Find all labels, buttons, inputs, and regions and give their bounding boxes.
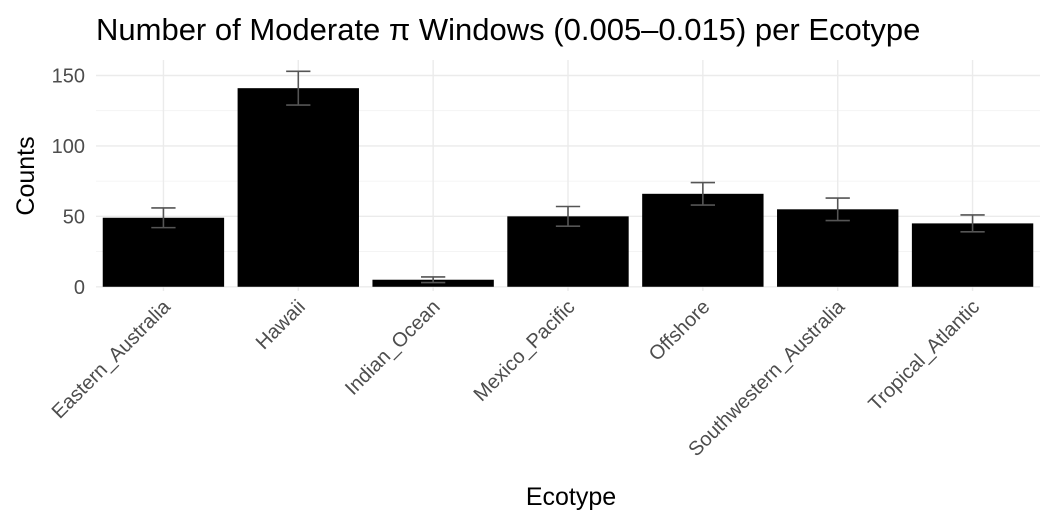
bar-offshore bbox=[642, 193, 764, 287]
chart-title: Number of Moderate π Windows (0.005–0.01… bbox=[96, 12, 920, 47]
error-bar-tropical-atlantic bbox=[960, 214, 985, 233]
error-bar-eastern-australia bbox=[151, 207, 176, 229]
x-tick-label: Offshore bbox=[645, 296, 715, 366]
y-axis-ticks: 0 50 100 150 bbox=[52, 65, 85, 298]
x-tick-label: Mexico_Pacific bbox=[470, 296, 580, 406]
bar-mexico-pacific bbox=[507, 216, 629, 287]
x-tick-label: Indian_Ocean bbox=[341, 296, 445, 400]
bar-hawaii bbox=[237, 88, 359, 287]
bar-southwestern-australia bbox=[777, 209, 899, 287]
error-bar-hawaii bbox=[286, 70, 311, 106]
error-bar-mexico-pacific bbox=[555, 205, 581, 228]
x-tick-label: Tropical_Atlantic bbox=[865, 296, 985, 416]
x-axis-ticks: Eastern_Australia Hawaii Indian_Ocean Mexic… bbox=[48, 295, 984, 461]
y-tick-label: 150 bbox=[52, 65, 85, 87]
bar-eastern-australia bbox=[102, 217, 225, 287]
error-bar-offshore bbox=[690, 181, 715, 206]
bars bbox=[102, 88, 1034, 287]
bar-tropical-atlantic bbox=[911, 223, 1034, 287]
x-tick-label: Eastern_Australia bbox=[48, 295, 176, 423]
y-tick-label: 100 bbox=[52, 136, 85, 158]
error-bar-southwestern-australia bbox=[825, 197, 850, 222]
error-bar-indian-ocean bbox=[421, 276, 446, 284]
error-bars bbox=[151, 70, 985, 284]
y-tick-label: 0 bbox=[74, 277, 85, 299]
x-tick-label: Hawaii bbox=[252, 296, 310, 354]
x-tick-label: Southwestern_Australia bbox=[684, 295, 850, 461]
x-axis-title: Ecotype bbox=[526, 483, 616, 511]
y-tick-label: 50 bbox=[63, 206, 85, 228]
y-axis-title: Counts bbox=[12, 136, 40, 215]
